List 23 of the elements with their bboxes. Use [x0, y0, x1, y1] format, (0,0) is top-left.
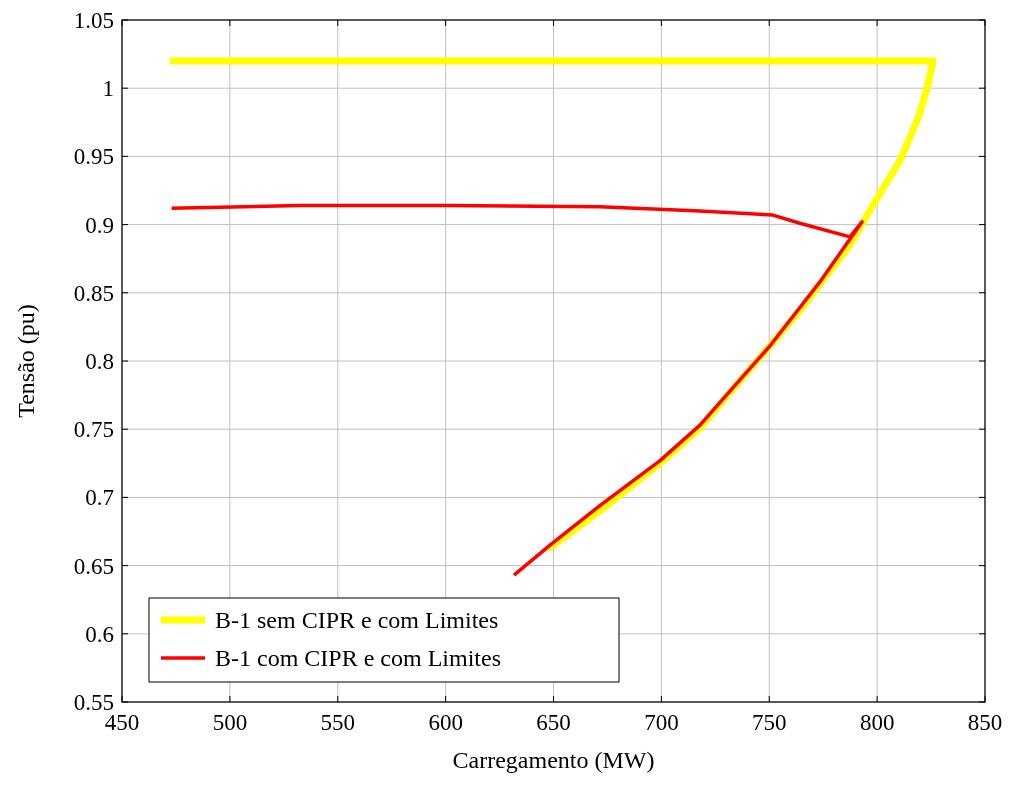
legend-label: B-1 com CIPR e com Limites	[215, 645, 501, 672]
y-axis-title: Tensão (pu)	[13, 304, 39, 418]
x-tick-label: 700	[644, 710, 679, 735]
y-tick-label: 0.6	[85, 621, 114, 647]
y-tick-label: 0.75	[73, 417, 114, 443]
y-tick-label: 1.05	[73, 8, 114, 34]
x-axis-title: Carregamento (MW)	[452, 747, 655, 773]
x-tick-label: 500	[212, 710, 248, 735]
y-tick-label: 0.9	[85, 212, 114, 238]
y-tick-label: 0.7	[85, 485, 114, 511]
y-tick-label: 0.85	[73, 280, 114, 306]
legend-label: B-1 sem CIPR e com Limites	[215, 607, 499, 634]
x-tick-label: 650	[536, 710, 571, 735]
line-series	[169, 203, 864, 577]
x-tick-label: 550	[320, 710, 355, 735]
x-tick-label: 750	[752, 710, 787, 735]
x-tick-label: 850	[967, 710, 1003, 735]
y-tick-label: 0.95	[73, 144, 114, 170]
x-tick-label: 600	[428, 710, 463, 735]
y-tick-label: 1	[102, 76, 114, 102]
y-tick-label: 0.65	[73, 553, 114, 579]
y-tick-label: 0.8	[85, 349, 114, 375]
x-tick-label: 800	[859, 710, 895, 735]
